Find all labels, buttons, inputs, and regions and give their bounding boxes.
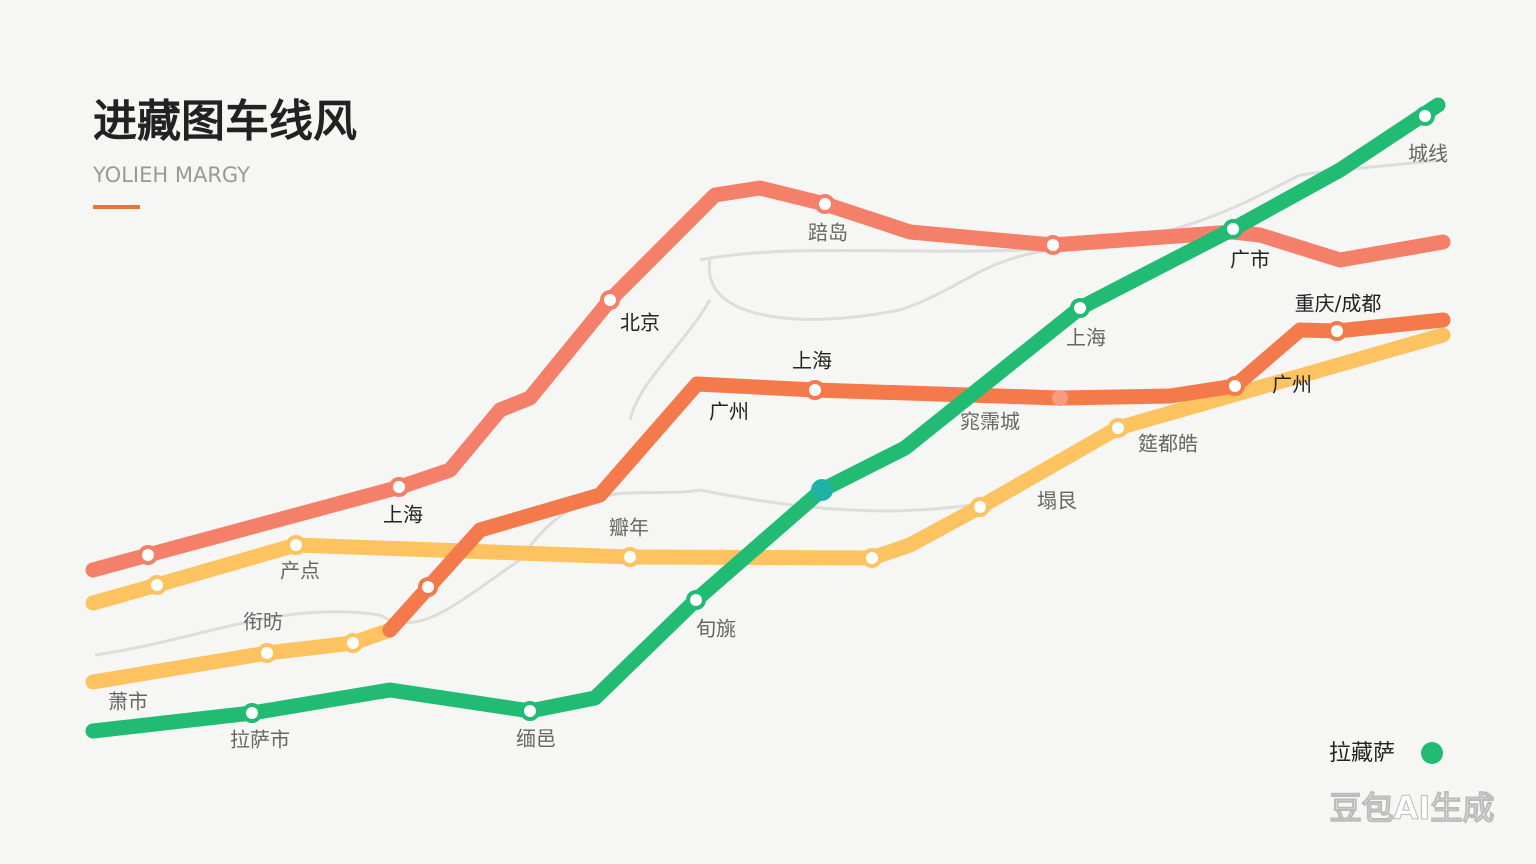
station-label: 产点	[280, 559, 320, 583]
subtitle: YOLIEH MARGY	[92, 163, 250, 187]
station-label: 窕霈城	[960, 410, 1020, 434]
legend-dot	[1421, 742, 1443, 764]
station-label: 旬旐	[696, 617, 736, 641]
station-label: 瓣年	[609, 516, 649, 540]
station-label: 广州	[709, 400, 749, 424]
station-label: 衔昉	[243, 610, 283, 634]
station-label: 北京	[620, 311, 660, 335]
salmon-line	[85, 180, 1451, 578]
station-label: 拉萨市	[230, 728, 290, 752]
station-label: 上海	[792, 349, 832, 373]
station-label: 广州	[1272, 373, 1312, 397]
station-label: 广市	[1230, 248, 1270, 272]
station-label: 城线	[1408, 142, 1448, 166]
accent-bar	[93, 205, 140, 209]
station-label: 缅邑	[516, 727, 556, 751]
station-labels: 上海 北京 踣岛 广市 广州 上海 广州 重庆/成都 产点 瓣年 塌艮 筵都皓 …	[108, 142, 1448, 752]
yellow-branch	[85, 622, 398, 690]
watermark: 豆包AI生成	[1330, 789, 1495, 827]
station-label: 萧市	[108, 690, 148, 714]
station-label: 筵都皓	[1138, 432, 1198, 456]
stations	[138, 106, 1435, 723]
station-label: 踣岛	[808, 221, 848, 245]
station-label: 上海	[1066, 326, 1106, 350]
title: 进藏图车线风	[93, 96, 357, 147]
station-label: 上海	[383, 503, 423, 527]
station-label: 塌艮	[1037, 489, 1077, 513]
legend-label: 拉藏萨	[1329, 741, 1395, 766]
green-line	[85, 97, 1446, 739]
station-label: 重庆/成都	[1295, 292, 1382, 316]
